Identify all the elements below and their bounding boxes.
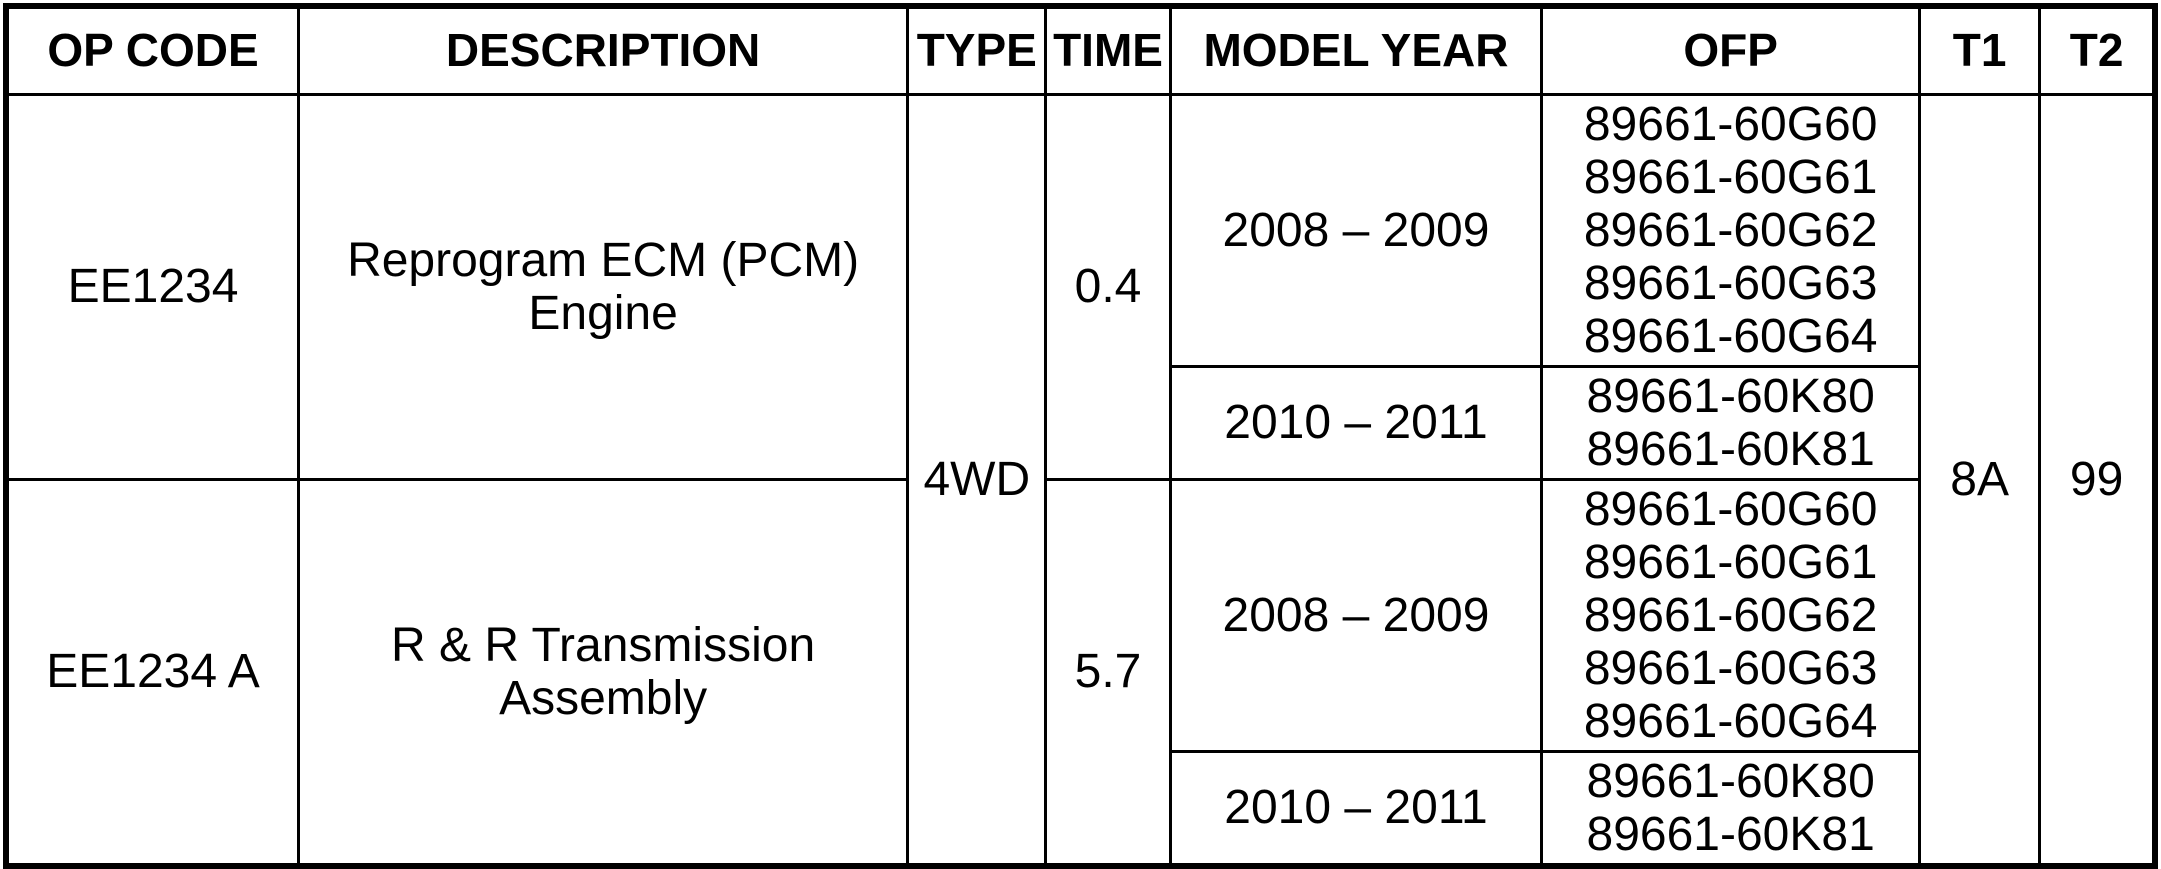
op-code-table: OP CODE DESCRIPTION TYPE TIME MODEL YEAR… — [3, 3, 2158, 869]
ofp-cell-1-1: 89661-60G60 89661-60G61 89661-60G62 8966… — [1540, 92, 1921, 368]
header-type: TYPE — [906, 4, 1048, 96]
ofp-cell-2-2: 89661-60K80 89661-60K81 — [1540, 749, 1921, 867]
header-description: DESCRIPTION — [297, 4, 910, 96]
header-row: OP CODE DESCRIPTION TYPE TIME MODEL YEAR… — [4, 4, 2157, 96]
model-year-cell-2-2: 2010 – 2011 — [1168, 749, 1544, 867]
time-cell-2: 5.7 — [1044, 477, 1172, 867]
model-year-cell-2-1: 2008 – 2009 — [1168, 477, 1544, 753]
description-cell-1: Reprogram ECM (PCM) Engine — [297, 92, 910, 481]
header-ofp: OFP — [1540, 4, 1921, 96]
time-cell-1: 0.4 — [1044, 92, 1172, 481]
header-model-year: MODEL YEAR — [1168, 4, 1544, 96]
table-row: EE1234 A R & R Transmission Assembly 5.7… — [4, 477, 2155, 867]
page: { "page": { "background": "#ffffff", "bo… — [0, 3, 2161, 869]
model-year-cell-1-2: 2010 – 2011 — [1168, 364, 1544, 481]
op-code-cell-2: EE1234 A — [4, 477, 301, 867]
header-t2: T2 — [2038, 4, 2157, 96]
type-cell: 4WD — [906, 92, 1048, 867]
header-time: TIME — [1044, 4, 1172, 96]
table-row: 2010 – 2011 89661-60K80 89661-60K81 — [6, 364, 2155, 481]
t2-cell: 99 — [2038, 92, 2157, 867]
header-op-code: OP CODE — [4, 4, 301, 96]
op-code-cell-1: EE1234 — [4, 92, 301, 481]
ofp-cell-1-2: 89661-60K80 89661-60K81 — [1540, 364, 1921, 481]
table-row: 2010 – 2011 89661-60K80 89661-60K81 — [6, 749, 2155, 867]
model-year-cell-1-1: 2008 – 2009 — [1168, 92, 1544, 368]
t1-cell: 8A — [1917, 92, 2042, 867]
description-cell-2: R & R Transmission Assembly — [297, 477, 910, 867]
ofp-cell-2-1: 89661-60G60 89661-60G61 89661-60G62 8966… — [1540, 477, 1921, 753]
table-row: EE1234 Reprogram ECM (PCM) Engine 4WD 0.… — [4, 92, 2157, 867]
header-t1: T1 — [1917, 4, 2042, 96]
